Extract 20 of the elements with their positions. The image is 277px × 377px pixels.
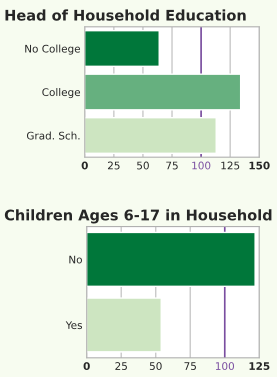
y-tick-label: No (69, 256, 82, 264)
x-tick-label: 100 (216, 362, 234, 370)
x-tick-label: 50 (150, 362, 162, 370)
x-tick-label: 125 (221, 162, 240, 170)
x-tick-label: 100 (192, 162, 210, 170)
chart-title: Head of Household Education (5, 9, 246, 21)
x-tick-label: 75 (166, 162, 178, 170)
x-tick-label: 125 (250, 362, 270, 370)
y-tick-label: Yes (66, 321, 82, 330)
x-tick-label: 0 (82, 162, 88, 170)
y-tick-label: Grad. Sch. (26, 132, 80, 140)
x-tick-label: 75 (184, 362, 196, 370)
x-tick-label: 25 (108, 162, 120, 170)
chart-title: Children Ages 6-17 in Household (4, 209, 272, 224)
y-tick-label: College (42, 88, 80, 98)
x-tick-label: 25 (115, 362, 127, 370)
y-tick-label: No College (25, 44, 80, 55)
x-tick-label: 50 (137, 162, 149, 170)
x-tick-label: 150 (250, 162, 270, 170)
x-tick-label: 0 (84, 362, 90, 370)
